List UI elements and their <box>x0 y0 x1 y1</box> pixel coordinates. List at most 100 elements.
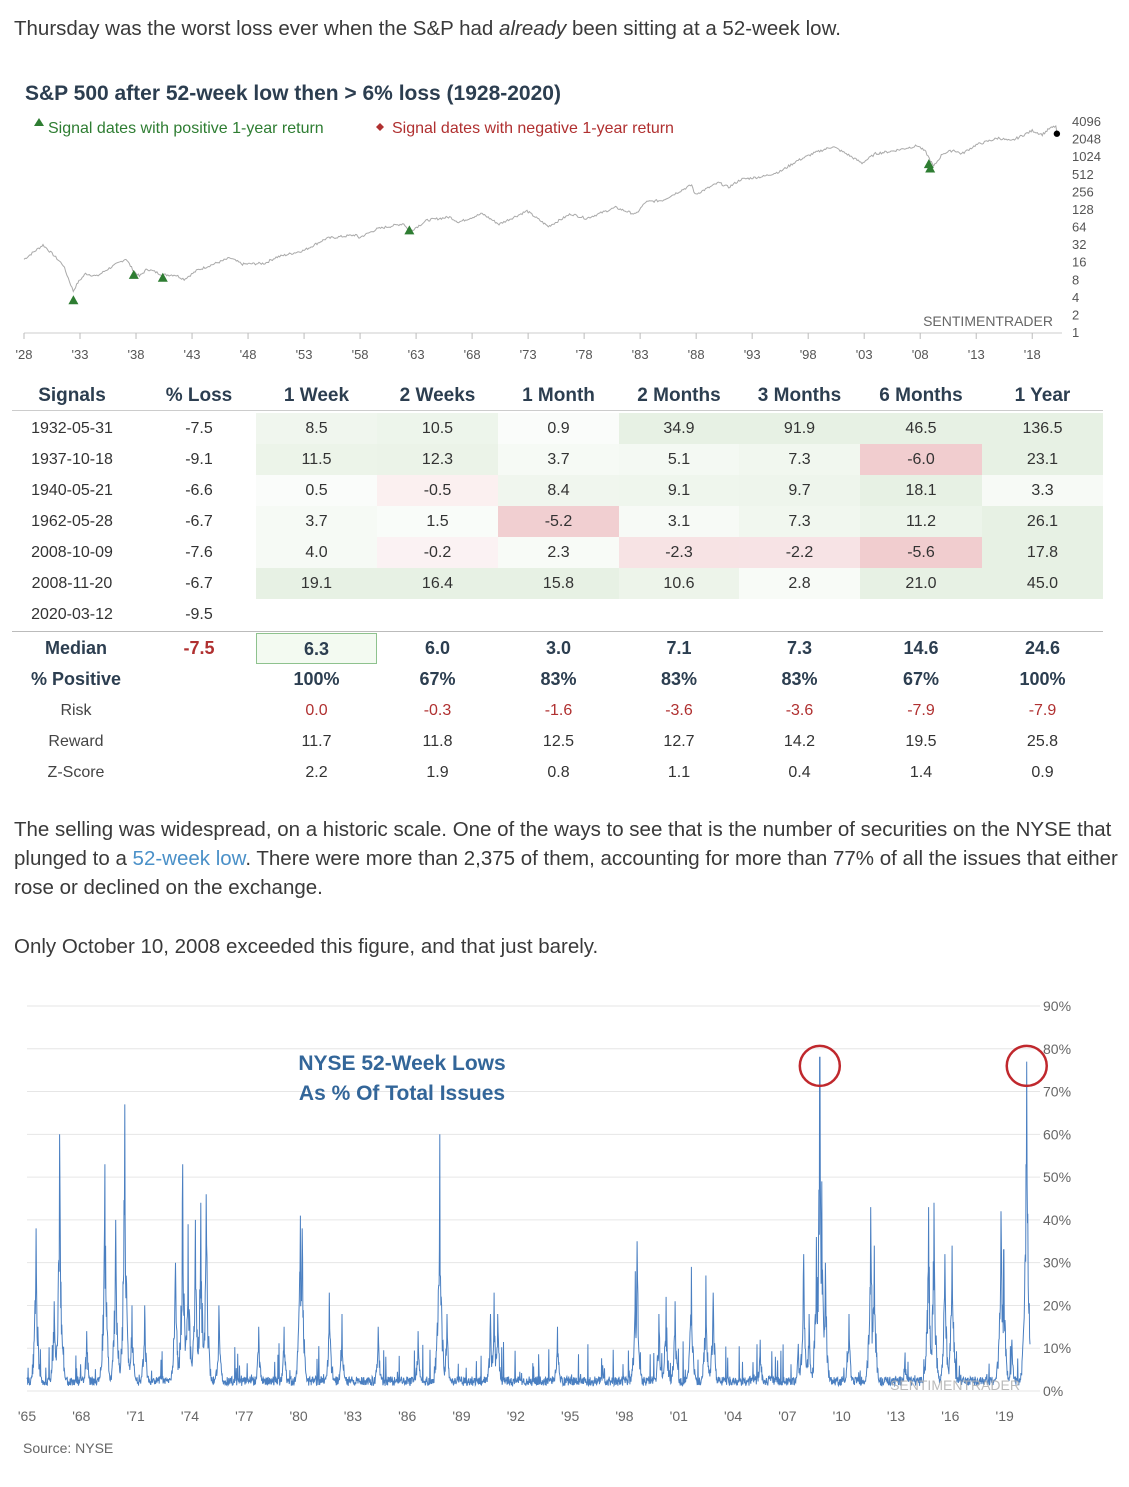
return-cell: 91.9 <box>739 413 860 444</box>
return-cell: 2.3 <box>498 537 619 568</box>
sp500-y-tick: 1024 <box>1072 149 1101 164</box>
column-header: 6 Months <box>879 385 963 406</box>
return-cell: 16.4 <box>377 568 498 599</box>
summary-value: 1.9 <box>426 764 449 781</box>
return-cell <box>377 599 498 630</box>
return-cell: 10.5 <box>377 413 498 444</box>
return-cell: 4.0 <box>256 537 377 568</box>
summary-loss <box>142 726 256 757</box>
sp500-x-tick-label: '98 <box>800 347 817 362</box>
nyse-x-tick-label: '07 <box>778 1408 796 1424</box>
positive-triangle-icon <box>34 118 44 126</box>
return-cell: 2.8 <box>739 568 860 599</box>
return-cell: 9.1 <box>619 475 739 506</box>
return-cell: 3.7 <box>498 444 619 475</box>
sp500-x-tick-label: '13 <box>968 347 985 362</box>
signal-loss: -6.7 <box>185 513 213 530</box>
return-cell: 15.8 <box>498 568 619 599</box>
return-cell <box>256 599 377 630</box>
summary-value: 7.1 <box>666 638 692 658</box>
sp500-y-tick: 512 <box>1072 167 1094 182</box>
nyse-x-tick-label: '95 <box>561 1408 579 1424</box>
return-cell: 12.3 <box>377 444 498 475</box>
sp500-x-ticks: '28 '33 '38 '43 '48 '53 '58 '63 '68 '73 '78 '83 '88 '… <box>16 333 1041 362</box>
summary-value: -3.6 <box>785 702 814 719</box>
return-cell: 7.3 <box>739 506 860 537</box>
column-header: % Loss <box>165 385 233 406</box>
sp500-x-tick-label: '53 <box>296 347 313 362</box>
signal-loss: -9.1 <box>185 451 213 468</box>
summary-value: 1.4 <box>909 764 933 781</box>
return-cell: -0.5 <box>377 475 498 506</box>
summary-value: 83% <box>781 669 818 689</box>
intro-text: Thursday was the worst loss ever when th… <box>14 17 500 40</box>
column-header: 1 Week <box>283 385 350 406</box>
summary-value: 12.5 <box>542 733 575 750</box>
summary-value: 0.4 <box>788 764 811 781</box>
summary-loss <box>142 695 256 726</box>
nyse-y-tick: 30% <box>1043 1255 1071 1271</box>
sp500-y-tick: 16 <box>1072 255 1086 270</box>
summary-value: 0.9 <box>1031 764 1054 781</box>
nyse-y-tick: 80% <box>1043 1041 1071 1057</box>
summary-loss <box>142 757 256 788</box>
summary-value: 3.0 <box>545 638 572 658</box>
sp500-x-tick-label: '38 <box>128 347 145 362</box>
sp500-y-tick: 64 <box>1072 220 1086 235</box>
summary-value: 24.6 <box>1024 638 1061 658</box>
positive-signal-marker <box>404 225 415 235</box>
sp500-y-tick: 2048 <box>1072 132 1101 147</box>
nyse-lows-chart: 0%10%20%30%40%50%60%70%80%90% '65'68'71 '… <box>18 998 1071 1456</box>
october-paragraph: Only October 10, 2008 exceeded this figu… <box>14 935 599 958</box>
nyse-y-tick: 90% <box>1043 998 1071 1014</box>
return-cell: 8.5 <box>256 413 377 444</box>
2008-peak-circle <box>798 1044 842 1088</box>
summary-value: 1.1 <box>667 764 691 781</box>
negative-diamond-icon <box>376 123 384 131</box>
signal-date: 1932-05-31 <box>31 420 113 437</box>
sp500-y-tick: 8 <box>1072 272 1079 287</box>
nyse-x-tick-label: '89 <box>452 1408 470 1424</box>
sp500-x-tick-label: '18 <box>1024 347 1041 362</box>
summary-loss: -7.5 <box>183 638 215 658</box>
summary-value: -7.9 <box>907 702 935 719</box>
summary-rule <box>12 631 1103 632</box>
summary-value: 100% <box>1019 669 1066 689</box>
summary-value: 83% <box>660 669 698 689</box>
table-header-rule <box>12 410 1103 411</box>
nyse-x-tick-label: '74 <box>181 1408 199 1424</box>
summary-value: 67% <box>902 669 940 689</box>
nyse-x-tick-label: '68 <box>72 1408 90 1424</box>
column-header: 1 Year <box>1014 385 1071 406</box>
nyse-x-tick-label: '98 <box>615 1408 633 1424</box>
column-header: 2 Months <box>637 385 721 406</box>
legend-positive: Signal dates with positive 1-year return <box>48 120 324 137</box>
sp500-x-tick-label: '58 <box>352 347 369 362</box>
nyse-x-tick-label: '86 <box>398 1408 416 1424</box>
summary-value: -0.3 <box>423 702 452 719</box>
column-header: 2 Weeks <box>399 385 476 406</box>
sp500-chart: S&P 500 after 52-week low then > 6% loss… <box>16 82 1101 362</box>
summary-value: 11.7 <box>301 733 332 750</box>
summary-value: 14.6 <box>903 638 939 658</box>
return-cell: 1.5 <box>377 506 498 537</box>
signal-date: 2008-10-09 <box>31 544 113 561</box>
positive-signal-marker <box>68 295 79 305</box>
column-header: 3 Months <box>757 385 842 406</box>
summary-value: -3.6 <box>665 702 693 719</box>
nyse-x-tick-label: '01 <box>670 1408 688 1424</box>
summary-value: -1.6 <box>544 702 573 719</box>
summary-value: -7.9 <box>1028 702 1057 719</box>
summary-label: Risk <box>60 702 92 719</box>
sp500-x-tick-label: '83 <box>632 347 649 362</box>
return-cell: -5.6 <box>860 537 982 568</box>
return-cell: 9.7 <box>739 475 860 506</box>
signal-loss: -9.5 <box>185 606 213 623</box>
return-cell: -6.0 <box>860 444 982 475</box>
52-week-low-link[interactable]: 52-week low <box>132 847 246 870</box>
intro-emphasis: already <box>499 17 567 40</box>
signal-loss: -6.6 <box>185 482 213 499</box>
intro-paragraph: Thursday was the worst loss ever when th… <box>14 14 1119 43</box>
sp500-chart-title: S&P 500 after 52-week low then > 6% loss… <box>25 82 561 105</box>
selling-paragraph: The selling was widespread, on a histori… <box>14 815 1119 902</box>
